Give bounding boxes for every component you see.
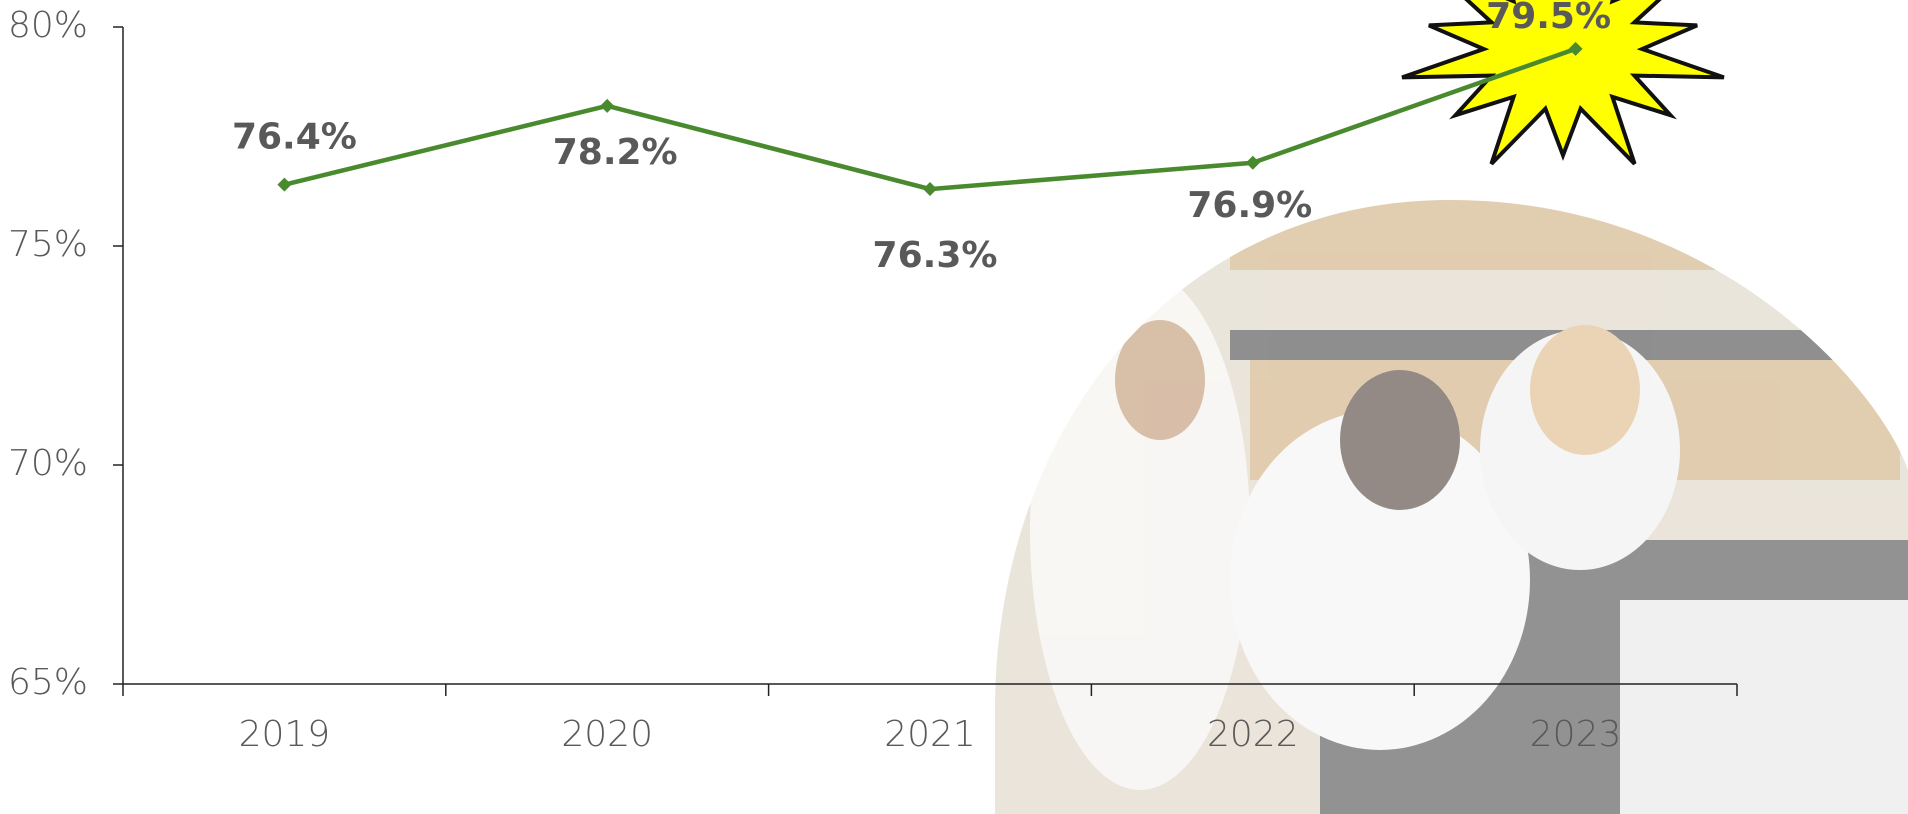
value-label: 78.2% bbox=[553, 132, 678, 173]
y-tick-label: 65% bbox=[8, 662, 88, 703]
x-tick-label: 2021 bbox=[884, 714, 976, 755]
data-point bbox=[277, 177, 292, 192]
value-label: 79.5% bbox=[1486, 0, 1611, 37]
x-tick-label: 2020 bbox=[561, 714, 653, 755]
value-label: 76.9% bbox=[1187, 185, 1312, 226]
x-tick-label: 2022 bbox=[1207, 714, 1299, 755]
y-tick-label: 80% bbox=[8, 5, 88, 46]
data-point bbox=[923, 182, 937, 197]
value-label: 76.3% bbox=[873, 235, 998, 276]
x-tick-label: 2023 bbox=[1530, 714, 1622, 755]
x-tick-label: 2019 bbox=[239, 714, 331, 755]
value-label: 76.4% bbox=[232, 117, 357, 158]
data-point bbox=[600, 98, 615, 113]
starburst bbox=[1401, 0, 1725, 166]
y-tick-label: 70% bbox=[8, 443, 88, 484]
data-point bbox=[1568, 41, 1583, 56]
photo bbox=[995, 200, 1908, 814]
data-line bbox=[283, 46, 1577, 192]
y-tick-label: 75% bbox=[8, 224, 88, 265]
data-point bbox=[1245, 155, 1260, 170]
